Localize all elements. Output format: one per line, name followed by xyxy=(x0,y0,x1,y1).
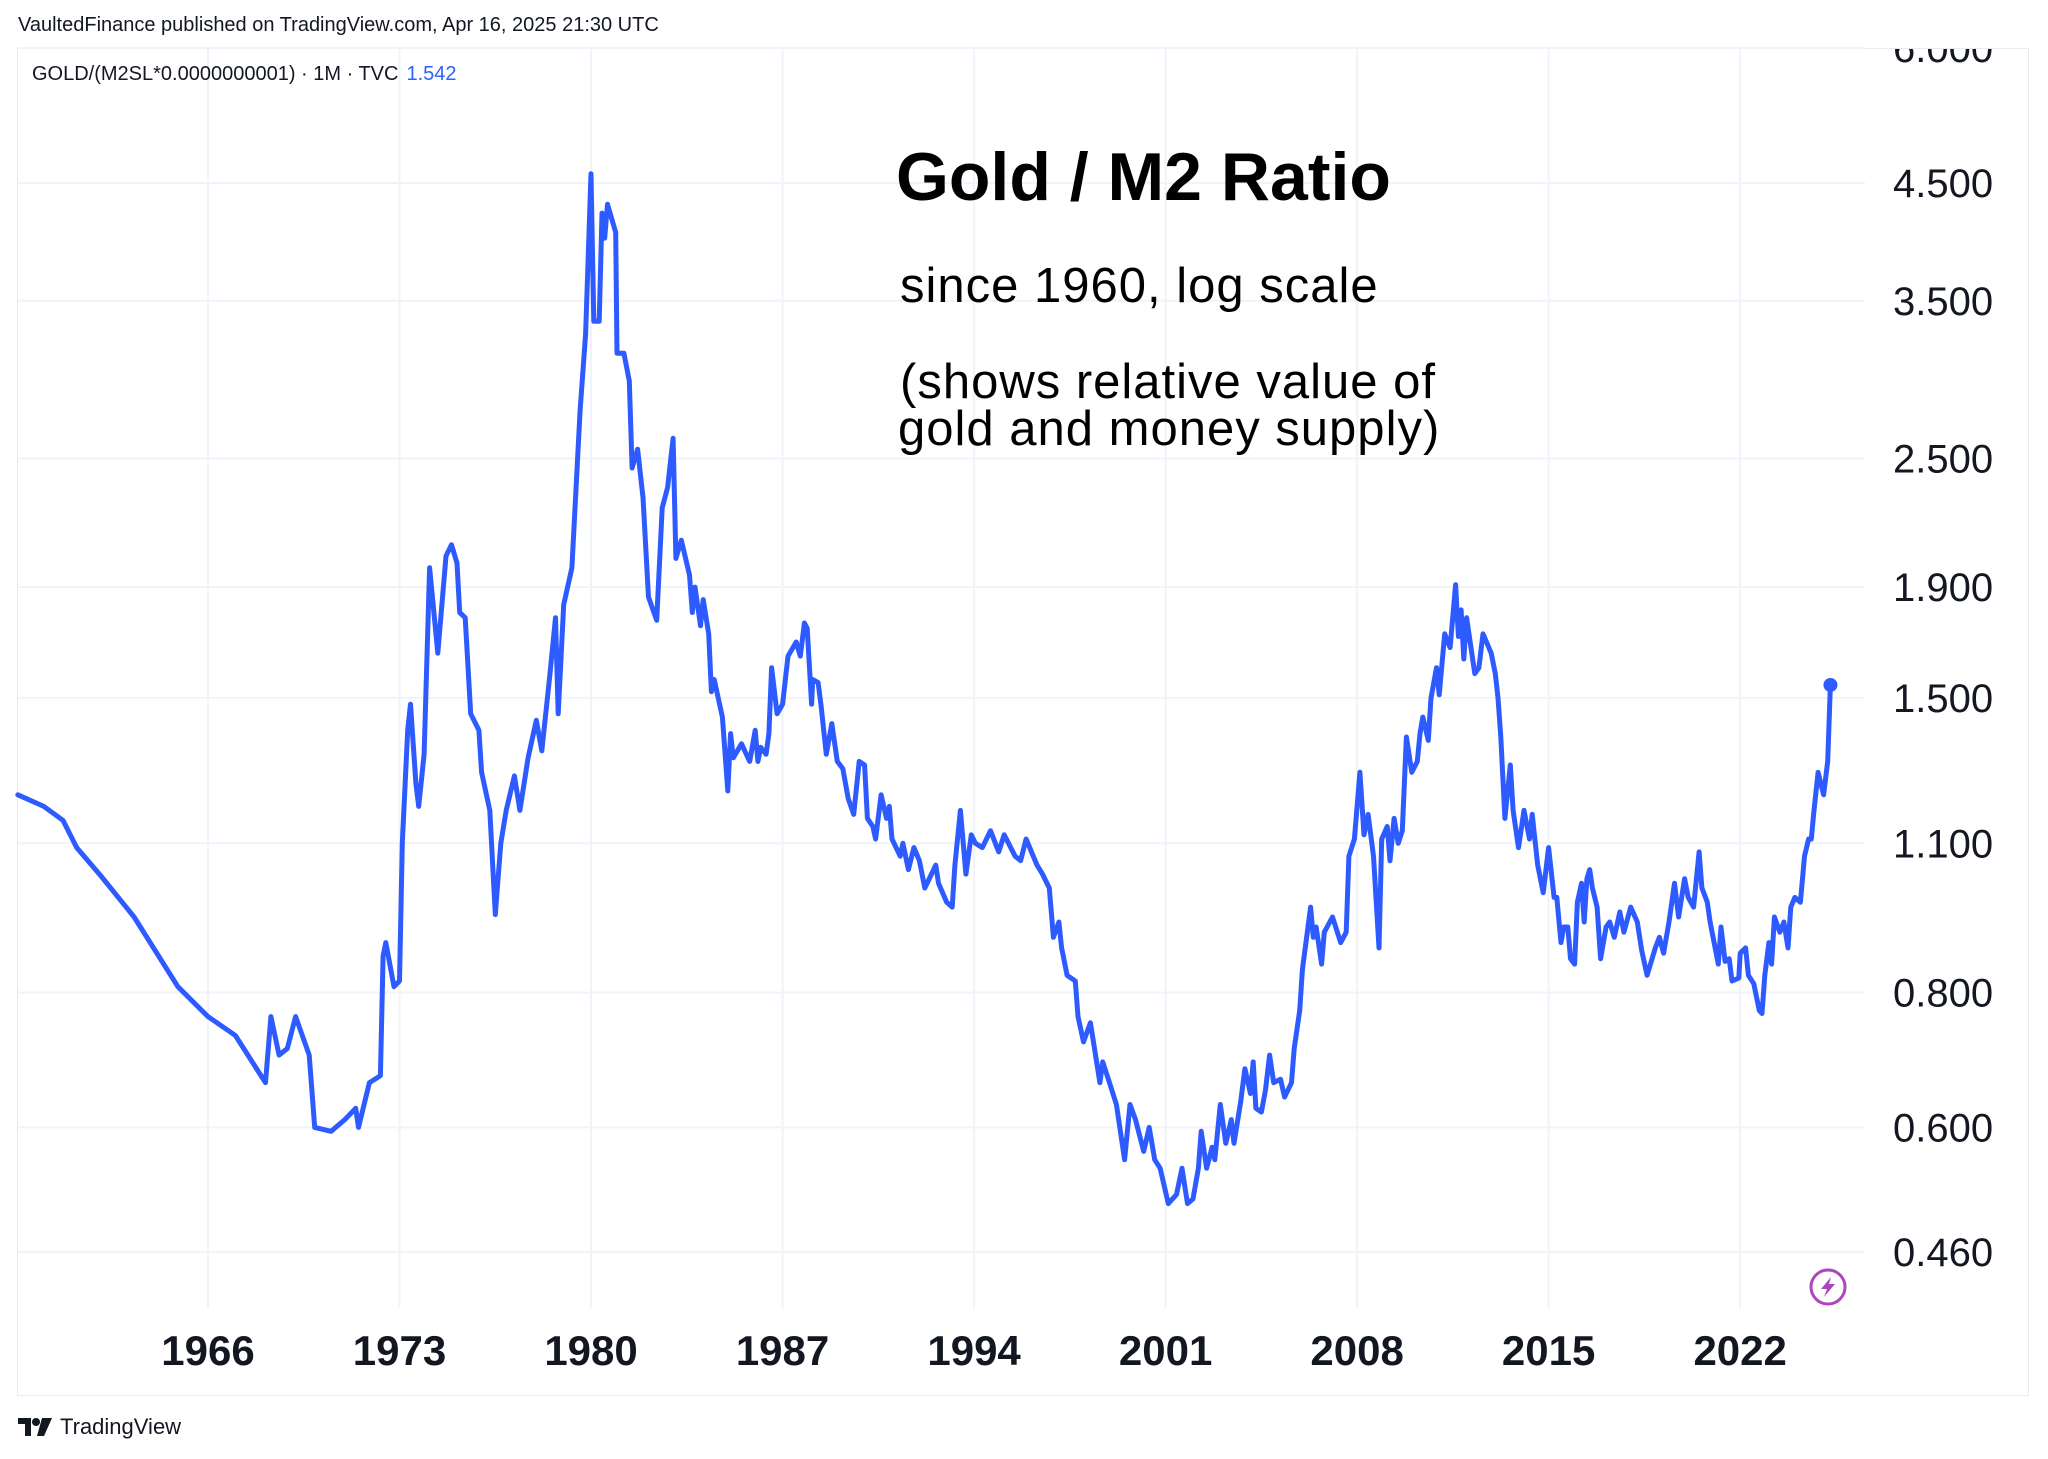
x-tick-label: 2022 xyxy=(1693,1327,1786,1374)
tradingview-logo-icon xyxy=(18,1418,52,1436)
y-tick-label: 4.500 xyxy=(1893,162,1993,206)
y-tick-label: 1.500 xyxy=(1893,677,1993,721)
y-tick-label: 0.800 xyxy=(1893,972,1993,1016)
series-line xyxy=(15,171,1833,1207)
grid xyxy=(18,47,1865,1308)
x-tick-label: 2008 xyxy=(1310,1327,1403,1374)
annotation-title: Gold / M2 Ratio xyxy=(896,139,1391,215)
price-axis[interactable]: 6.000 4.500 3.500 2.500 1.900 1.500 1.100 0.800… xyxy=(1893,27,1993,1275)
x-tick-label: 1980 xyxy=(544,1327,637,1374)
x-tick-label: 1994 xyxy=(927,1327,1021,1374)
y-tick-label: 0.460 xyxy=(1893,1231,1993,1275)
time-axis[interactable]: 1966 1973 1980 1987 1994 2001 2008 2015 2022 xyxy=(161,1327,1787,1374)
last-point-marker xyxy=(1823,677,1838,692)
annotation-subtitle: since 1960, log scale xyxy=(900,259,1379,313)
x-tick-label: 1966 xyxy=(161,1327,254,1374)
lightning-bolt-icon[interactable] xyxy=(1809,1268,1847,1306)
x-tick-label: 1973 xyxy=(353,1327,446,1374)
series-group xyxy=(15,171,1838,1207)
annotation-note-line2: gold and money supply) xyxy=(898,402,1441,456)
x-tick-label: 2001 xyxy=(1119,1327,1212,1374)
brand-name: TradingView xyxy=(60,1414,182,1439)
y-tick-label: 6.000 xyxy=(1893,27,1993,71)
publish-info: VaultedFinance published on TradingView.… xyxy=(18,14,659,36)
y-tick-label: 2.500 xyxy=(1893,437,1993,481)
y-tick-label: 1.900 xyxy=(1893,566,1993,610)
footer-brand[interactable]: TradingView xyxy=(18,1414,181,1440)
y-tick-label: 1.100 xyxy=(1893,822,1993,866)
y-tick-label: 0.600 xyxy=(1893,1106,1993,1150)
symbol-label: GOLD/(M2SL*0.0000000001) · 1M · TVC xyxy=(32,63,399,85)
y-tick-label: 3.500 xyxy=(1893,280,1993,324)
annotation-note-line1: (shows relative value of xyxy=(900,355,1437,409)
x-tick-label: 2015 xyxy=(1502,1327,1595,1374)
last-value: 1.542 xyxy=(406,63,457,85)
legend[interactable]: GOLD/(M2SL*0.0000000001) · 1M · TVC 1.542 xyxy=(32,63,457,86)
x-tick-label: 1987 xyxy=(736,1327,829,1374)
